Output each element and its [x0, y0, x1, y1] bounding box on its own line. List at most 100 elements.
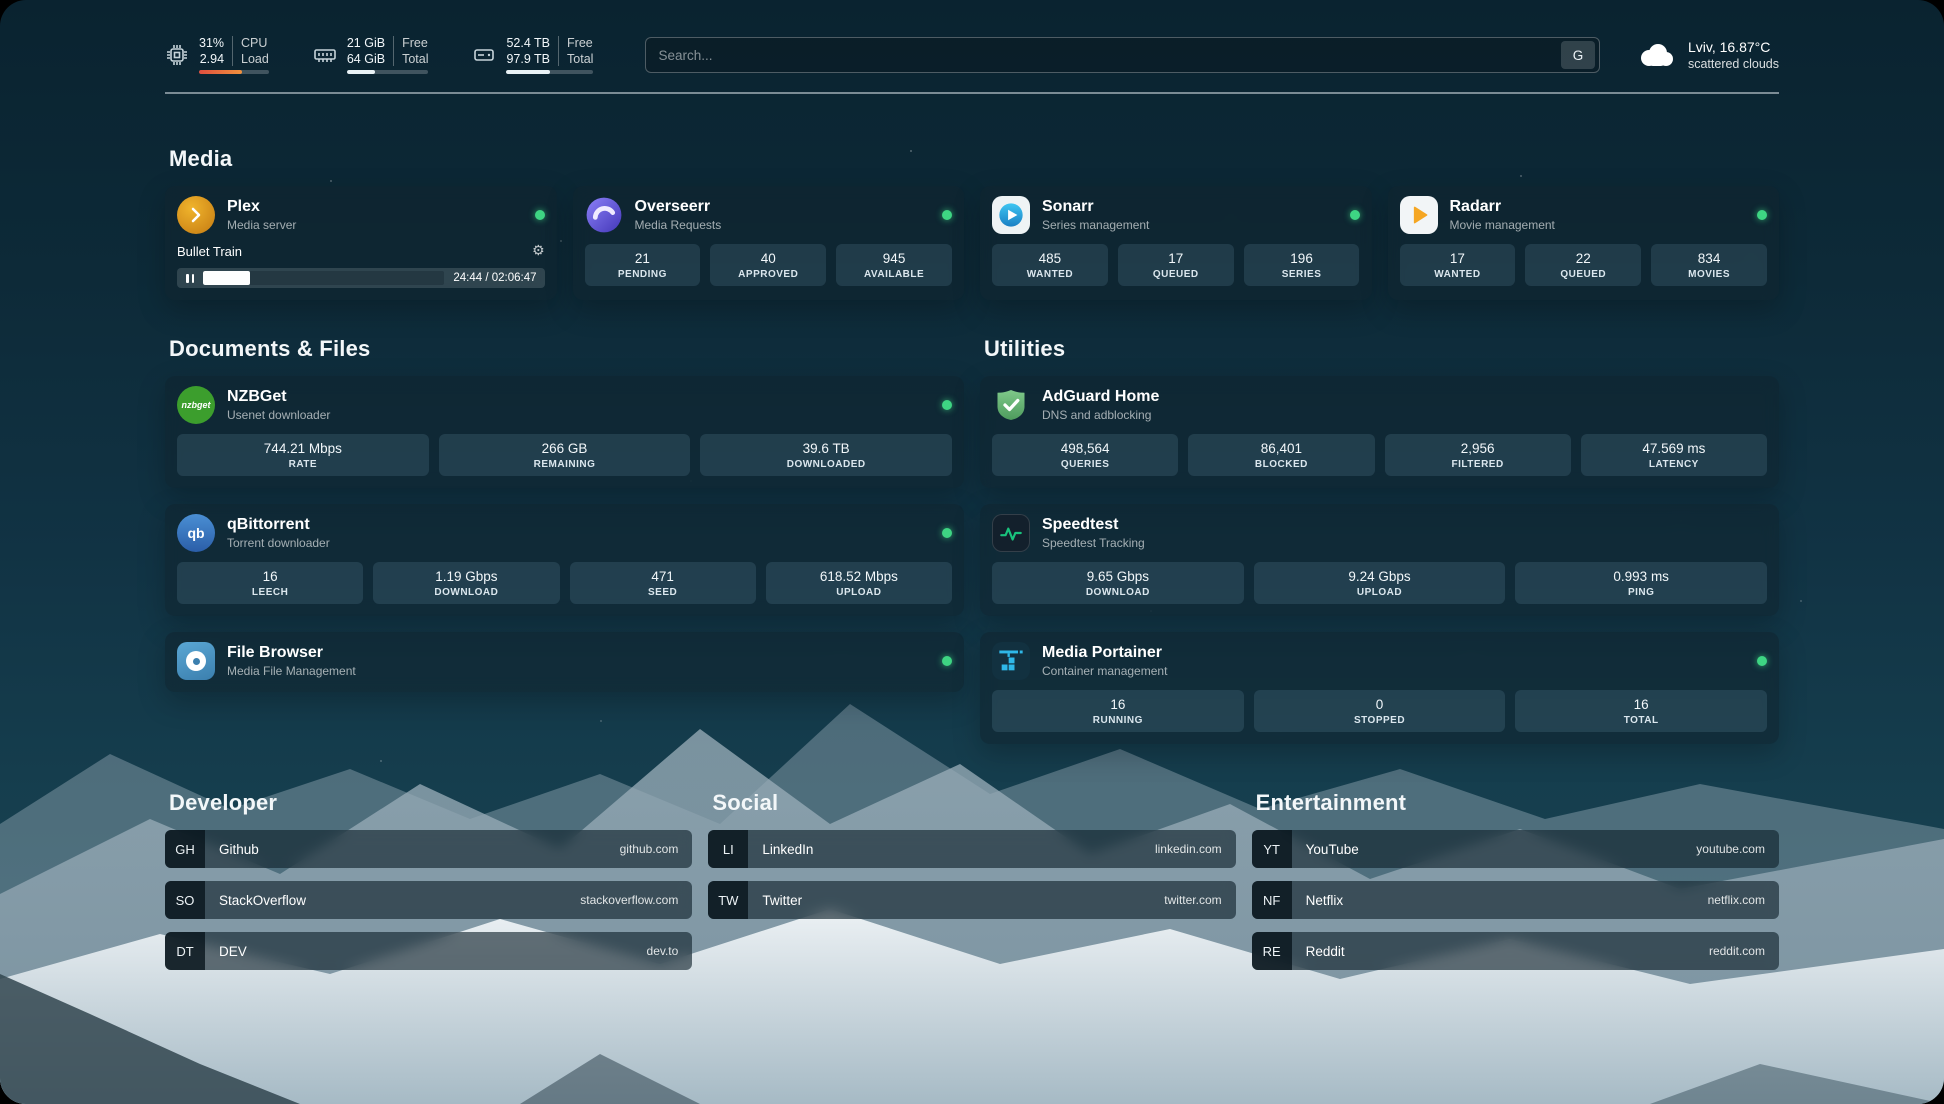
- section-utilities: Utilities AdGuard Home DNS and adblockin…: [980, 336, 1779, 744]
- stat-download: 9.65 Gbps DOWNLOAD: [992, 562, 1244, 604]
- stat-queries: 498,564 QUERIES: [992, 434, 1179, 476]
- status-dot: [942, 210, 952, 220]
- app-name: File Browser: [227, 644, 324, 661]
- bookmark-abbr: RE: [1251, 932, 1292, 970]
- sonarr-icon: [992, 196, 1030, 234]
- app-name: AdGuard Home: [1042, 388, 1160, 405]
- search-input[interactable]: [646, 47, 1561, 63]
- plex-player: 24:44 / 02:06:47: [177, 268, 545, 288]
- bookmark-name: Netflix: [1305, 892, 1344, 908]
- bookmark-abbr: LI: [708, 830, 749, 868]
- documents-section-title: Documents & Files: [169, 336, 371, 361]
- playback-time: 24:44 / 02:06:47: [453, 272, 537, 284]
- bookmark-abbr: GH: [165, 830, 205, 868]
- stat-download: 1.19 Gbps DOWNLOAD: [373, 562, 560, 604]
- entertainment-section-title: Entertainment: [1255, 790, 1407, 815]
- app-subtitle: Usenet downloader: [227, 408, 331, 422]
- app-card-overseerr[interactable]: Overseerr Media Requests 21 PENDING 40 A…: [572, 186, 964, 300]
- cloud-icon: [1640, 44, 1673, 66]
- disk-monitor: 52.4 TB 97.9 TB Free Total: [472, 36, 594, 74]
- status-dot: [942, 528, 952, 538]
- bookmark-dev[interactable]: DT DEV dev.to: [165, 932, 693, 970]
- app-card-qbittorrent[interactable]: qb qBittorrent Torrent downloader 16 LEE…: [165, 504, 964, 616]
- app-card-adguard[interactable]: AdGuard Home DNS and adblocking 498,564 …: [980, 376, 1779, 488]
- disk-free: 52.4 TB: [506, 36, 551, 50]
- app-subtitle: Media server: [227, 218, 297, 232]
- stat-leech: 16 LEECH: [177, 562, 364, 604]
- stat-upload: 618.52 Mbps UPLOAD: [765, 562, 952, 604]
- app-name: Speedtest: [1042, 516, 1119, 533]
- stat-blocked: 86,401 BLOCKED: [1188, 434, 1375, 476]
- utilities-section-title: Utilities: [984, 336, 1066, 361]
- app-subtitle: Media File Management: [227, 664, 356, 678]
- filebrowser-icon: [177, 642, 215, 680]
- bookmark-github[interactable]: GH Github github.com: [165, 830, 693, 868]
- pause-icon[interactable]: [180, 271, 200, 285]
- bookmark-netflix[interactable]: NF Netflix netflix.com: [1251, 881, 1779, 919]
- stat-available: 945 AVAILABLE: [836, 244, 952, 286]
- bookmark-url: dev.to: [646, 944, 679, 958]
- app-card-nzbget[interactable]: nzbget NZBGet Usenet downloader 744.21 M…: [165, 376, 964, 488]
- bookmark-reddit[interactable]: RE Reddit reddit.com: [1251, 932, 1779, 970]
- app-card-filebrowser[interactable]: File Browser Media File Management: [165, 632, 964, 692]
- app-card-portainer[interactable]: Media Portainer Container management 16 …: [980, 632, 1779, 744]
- stat-movies: 834 MOVIES: [1651, 244, 1767, 286]
- speedtest-pulse-icon: [992, 514, 1030, 552]
- app-subtitle: Container management: [1042, 664, 1168, 678]
- section-media: Media Plex Media server: [165, 146, 1779, 300]
- plex-icon: [177, 196, 215, 234]
- bookmark-twitter[interactable]: TW Twitter twitter.com: [708, 881, 1236, 919]
- app-name: Plex: [227, 198, 260, 215]
- section-developer: Developer GH Github github.com SO StackO…: [165, 790, 693, 970]
- cpu-load: 2.94: [199, 52, 225, 66]
- bookmark-url: reddit.com: [1708, 944, 1765, 958]
- bookmark-abbr: TW: [708, 881, 749, 919]
- bookmark-youtube[interactable]: YT YouTube youtube.com: [1251, 830, 1779, 868]
- disk-usage-bar: [506, 70, 594, 74]
- top-bar: 31% 2.94 CPU Load: [165, 36, 1779, 74]
- ram-usage-bar: [346, 70, 429, 74]
- disk-free-label: Free: [567, 36, 593, 50]
- ram-total: 64 GiB: [346, 52, 386, 66]
- stat-series: 196 SERIES: [1243, 244, 1360, 286]
- app-card-radarr[interactable]: Radarr Movie management 17 WANTED 22 QUE…: [1387, 186, 1779, 300]
- ram-total-label: Total: [402, 52, 429, 66]
- cpu-icon: [167, 45, 187, 65]
- app-name: qBittorrent: [227, 516, 310, 533]
- stat-queued: 22 QUEUED: [1525, 244, 1642, 286]
- social-section-title: Social: [712, 790, 779, 815]
- stat-rate: 744.21 Mbps RATE: [177, 434, 429, 476]
- stat-pending: 21 PENDING: [584, 244, 701, 286]
- app-card-sonarr[interactable]: Sonarr Series management 485 WANTED 17 Q…: [980, 186, 1372, 300]
- bookmark-url: netflix.com: [1707, 893, 1765, 907]
- bookmark-stackoverflow[interactable]: SO StackOverflow stackoverflow.com: [165, 881, 693, 919]
- radarr-icon: [1399, 196, 1438, 234]
- status-dot: [534, 210, 545, 220]
- bookmark-abbr: NF: [1251, 881, 1292, 919]
- stat-wanted: 17 WANTED: [1399, 244, 1516, 286]
- app-subtitle: Series management: [1042, 218, 1150, 232]
- app-name: Overseerr: [634, 198, 711, 215]
- app-card-speedtest[interactable]: Speedtest Speedtest Tracking 9.65 Gbps D…: [980, 504, 1779, 616]
- search-engine-button[interactable]: G: [1560, 41, 1595, 69]
- nzbget-icon: nzbget: [177, 386, 215, 424]
- stat-total: 16 TOTAL: [1515, 690, 1768, 732]
- weather-condition: scattered clouds: [1687, 57, 1779, 71]
- gear-icon[interactable]: ⚙: [531, 243, 545, 259]
- section-social: Social LI LinkedIn linkedin.com TW Twitt…: [708, 790, 1236, 919]
- bookmark-linkedin[interactable]: LI LinkedIn linkedin.com: [708, 830, 1236, 868]
- portainer-crane-icon: [992, 642, 1030, 680]
- app-subtitle: Movie management: [1449, 218, 1555, 232]
- status-dot: [942, 656, 952, 666]
- playback-progress-bar[interactable]: [203, 271, 445, 285]
- stat-approved: 40 APPROVED: [710, 244, 827, 286]
- stat-upload: 9.24 Gbps UPLOAD: [1253, 562, 1506, 604]
- disk-total: 97.9 TB: [506, 52, 551, 66]
- bookmark-name: Reddit: [1305, 943, 1345, 959]
- bookmark-name: YouTube: [1305, 841, 1359, 857]
- now-playing-title: Bullet Train: [177, 243, 243, 259]
- app-card-plex[interactable]: Plex Media server Bullet Train ⚙: [165, 186, 557, 300]
- ram-free: 21 GiB: [346, 36, 386, 50]
- app-subtitle: Speedtest Tracking: [1042, 536, 1145, 550]
